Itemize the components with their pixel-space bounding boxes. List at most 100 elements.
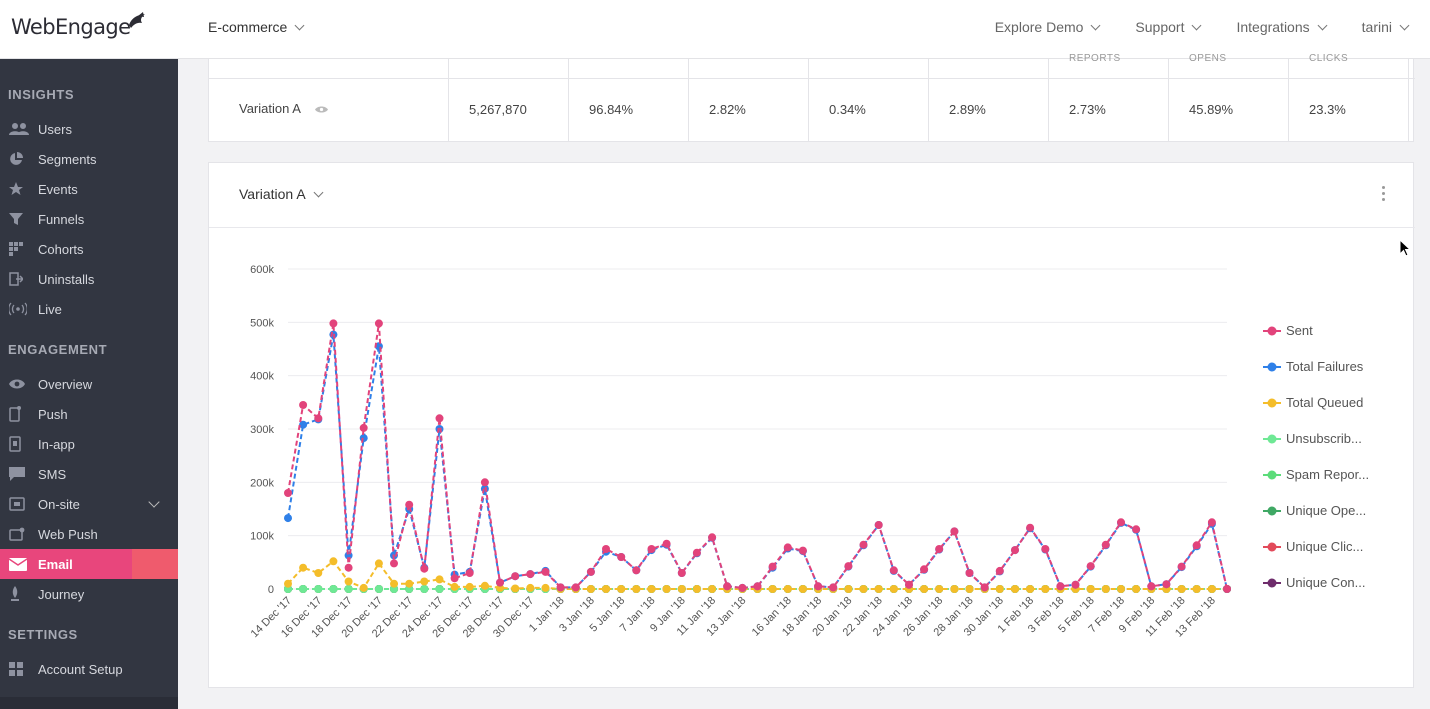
legend-marker: [1267, 542, 1277, 552]
sidebar-item-account-setup[interactable]: Account Setup: [0, 654, 178, 684]
user-menu[interactable]: tarini: [1362, 19, 1410, 35]
data-point: [1086, 585, 1095, 593]
chart-card-header: Variation A: [209, 163, 1415, 228]
sidebar-item-cohorts[interactable]: Cohorts: [0, 234, 178, 264]
cell-delivered: 96.84%: [589, 102, 634, 117]
data-point: [617, 553, 626, 561]
data-point: [1207, 518, 1216, 527]
data-point: [314, 414, 323, 423]
table-row[interactable]: Variation A 5,267,870 96.84% 2.82% 0.34%…: [209, 79, 1415, 141]
data-point: [359, 423, 368, 432]
data-point: [677, 569, 686, 577]
data-point: [284, 514, 292, 523]
sidebar-item-journey[interactable]: Journey: [0, 579, 178, 609]
webengage-logo[interactable]: WebEngage: [11, 10, 148, 44]
data-point: [329, 557, 338, 566]
sidebar-item-users[interactable]: Users: [0, 114, 178, 144]
data-point: [1207, 585, 1216, 593]
sidebar-item-on-site[interactable]: On-site: [0, 489, 178, 519]
chevron-down-icon[interactable]: [148, 496, 160, 508]
data-point: [1132, 525, 1141, 534]
data-point: [1192, 541, 1201, 550]
data-point: [995, 566, 1004, 575]
legend-label: Spam Repor...: [1286, 467, 1369, 482]
header-opens: OPENS: [1189, 53, 1227, 64]
data-point: [1011, 546, 1019, 555]
sidebar: INSIGHTS Users Segments Events Funnels C…: [0, 59, 178, 709]
sidebar-item-segments[interactable]: Segments: [0, 144, 178, 174]
eye-icon: [0, 378, 30, 390]
sidebar-item-overview[interactable]: Overview: [0, 369, 178, 399]
data-point: [374, 559, 383, 568]
uninstall-icon: [0, 272, 30, 286]
data-point: [299, 420, 308, 429]
data-point: [768, 585, 777, 593]
sidebar-item-live[interactable]: Live: [0, 294, 178, 324]
data-point: [496, 578, 504, 587]
project-selector[interactable]: E-commerce: [208, 19, 305, 35]
nav-support[interactable]: Support: [1135, 19, 1202, 35]
sidebar-item-email[interactable]: Email: [0, 549, 178, 579]
legend-marker: [1267, 362, 1277, 372]
data-point: [1177, 562, 1186, 571]
eye-icon[interactable]: [314, 105, 328, 114]
data-point: [556, 583, 565, 592]
data-point: [1086, 562, 1095, 571]
data-point: [450, 582, 459, 591]
data-point: [1117, 585, 1125, 593]
cell-clicks: 23.3%: [1309, 102, 1346, 117]
more-options-icon[interactable]: [1379, 186, 1387, 204]
data-point: [390, 579, 398, 588]
legend-label: Unsubscrib...: [1286, 431, 1362, 446]
data-point: [1192, 585, 1201, 593]
data-point: [344, 563, 353, 572]
data-point: [602, 585, 610, 593]
data-point: [1041, 585, 1050, 593]
logo-bird-icon: [129, 12, 146, 28]
data-point: [753, 582, 762, 591]
data-point: [677, 585, 686, 593]
sidebar-item-in-app[interactable]: In-app: [0, 429, 178, 459]
nav-integrations[interactable]: Integrations: [1236, 19, 1328, 35]
sidebar-footer: [0, 697, 178, 709]
variation-selector[interactable]: Variation A: [239, 186, 324, 202]
series-line: [287, 559, 1227, 590]
series-line: [287, 323, 1228, 590]
users-icon: [0, 122, 30, 136]
data-point: [814, 582, 823, 591]
legend-marker: [1267, 326, 1277, 336]
data-point: [662, 585, 671, 593]
data-point: [859, 585, 868, 593]
chevron-down-icon: [1192, 20, 1202, 30]
data-point: [314, 569, 323, 577]
cell-unsubscribes: 2.89%: [949, 102, 986, 117]
sidebar-item-events[interactable]: Events: [0, 174, 178, 204]
sidebar-item-web-push[interactable]: Web Push: [0, 519, 178, 549]
sidebar-item-uninstalls[interactable]: Uninstalls: [0, 264, 178, 294]
live-icon: [0, 302, 30, 316]
data-point: [541, 583, 550, 592]
data-point: [905, 580, 913, 589]
data-point: [420, 577, 429, 586]
legend-label: Total Queued: [1286, 395, 1363, 410]
y-tick-label: 200k: [250, 477, 274, 489]
email-icon: [0, 557, 30, 571]
data-point: [374, 319, 383, 328]
onsite-icon: [0, 497, 30, 511]
legend-label: Sent: [1286, 323, 1313, 338]
sidebar-item-sms[interactable]: SMS: [0, 459, 178, 489]
data-point: [950, 527, 959, 536]
data-point: [1162, 580, 1171, 589]
data-point: [586, 567, 595, 576]
legend-marker: [1267, 434, 1277, 444]
variation-select-label: Variation A: [239, 186, 306, 202]
sidebar-item-funnels[interactable]: Funnels: [0, 204, 178, 234]
webpush-icon: [0, 527, 30, 541]
sidebar-item-push[interactable]: Push: [0, 399, 178, 429]
y-tick-label: 600k: [250, 264, 274, 276]
nav-explore-demo[interactable]: Explore Demo: [995, 19, 1101, 35]
sms-icon: [0, 467, 30, 481]
data-point: [995, 585, 1004, 593]
cell-reports: 2.73%: [1069, 102, 1106, 117]
data-point: [889, 585, 898, 593]
